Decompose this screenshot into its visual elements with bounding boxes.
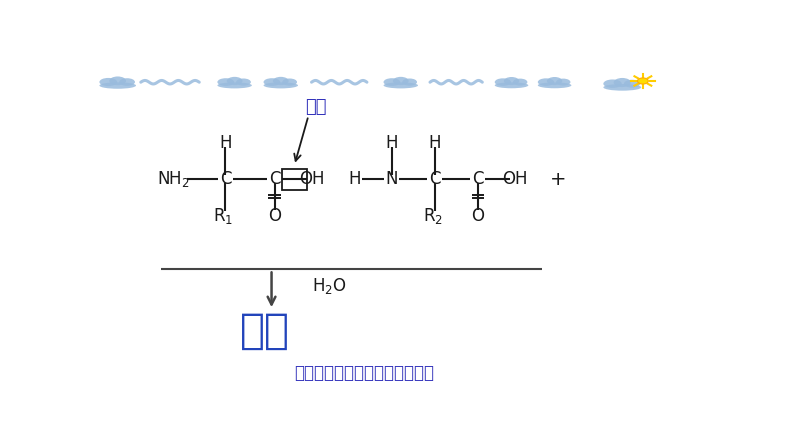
Text: +: + [549, 170, 566, 189]
Text: H: H [349, 170, 360, 188]
Ellipse shape [236, 79, 251, 86]
Text: 肽键: 肽键 [306, 98, 327, 116]
Text: H: H [385, 134, 398, 152]
Ellipse shape [538, 78, 554, 86]
Ellipse shape [264, 78, 280, 86]
Ellipse shape [99, 78, 118, 86]
Text: R$_1$: R$_1$ [214, 206, 233, 226]
Ellipse shape [384, 78, 400, 86]
Ellipse shape [384, 82, 418, 89]
Text: C: C [269, 170, 280, 188]
Ellipse shape [495, 82, 528, 88]
Ellipse shape [603, 80, 622, 88]
Ellipse shape [638, 78, 648, 84]
Ellipse shape [614, 78, 631, 87]
Text: H: H [429, 134, 441, 152]
Text: 二肽: 二肽 [241, 310, 291, 352]
Ellipse shape [99, 82, 136, 89]
Text: NH$_2$: NH$_2$ [156, 169, 190, 189]
Ellipse shape [264, 82, 298, 89]
Ellipse shape [273, 77, 289, 85]
Ellipse shape [393, 77, 409, 85]
Text: O: O [471, 207, 484, 225]
Ellipse shape [513, 79, 527, 85]
Ellipse shape [403, 79, 417, 86]
Text: H: H [219, 134, 232, 152]
Ellipse shape [556, 79, 570, 85]
Ellipse shape [119, 78, 135, 86]
Text: R$_2$: R$_2$ [422, 206, 443, 226]
Text: OH: OH [502, 170, 527, 188]
Ellipse shape [495, 78, 511, 86]
Text: C: C [429, 170, 441, 188]
Ellipse shape [218, 82, 252, 89]
Text: H$_2$O: H$_2$O [311, 276, 346, 296]
Text: O: O [268, 207, 281, 225]
Ellipse shape [547, 77, 562, 85]
Text: OH: OH [299, 170, 324, 188]
Ellipse shape [218, 78, 234, 86]
Ellipse shape [227, 77, 242, 85]
Ellipse shape [504, 77, 519, 85]
Text: C: C [220, 170, 231, 188]
Text: C: C [472, 170, 484, 188]
Text: 二肽：由两个氨基酸分子组成。: 二肽：由两个氨基酸分子组成。 [294, 364, 434, 382]
Ellipse shape [538, 82, 572, 88]
Ellipse shape [603, 84, 642, 91]
Ellipse shape [282, 79, 297, 86]
Ellipse shape [624, 80, 640, 88]
Text: N: N [385, 170, 398, 188]
Ellipse shape [110, 76, 126, 85]
Bar [282, 169, 306, 190]
